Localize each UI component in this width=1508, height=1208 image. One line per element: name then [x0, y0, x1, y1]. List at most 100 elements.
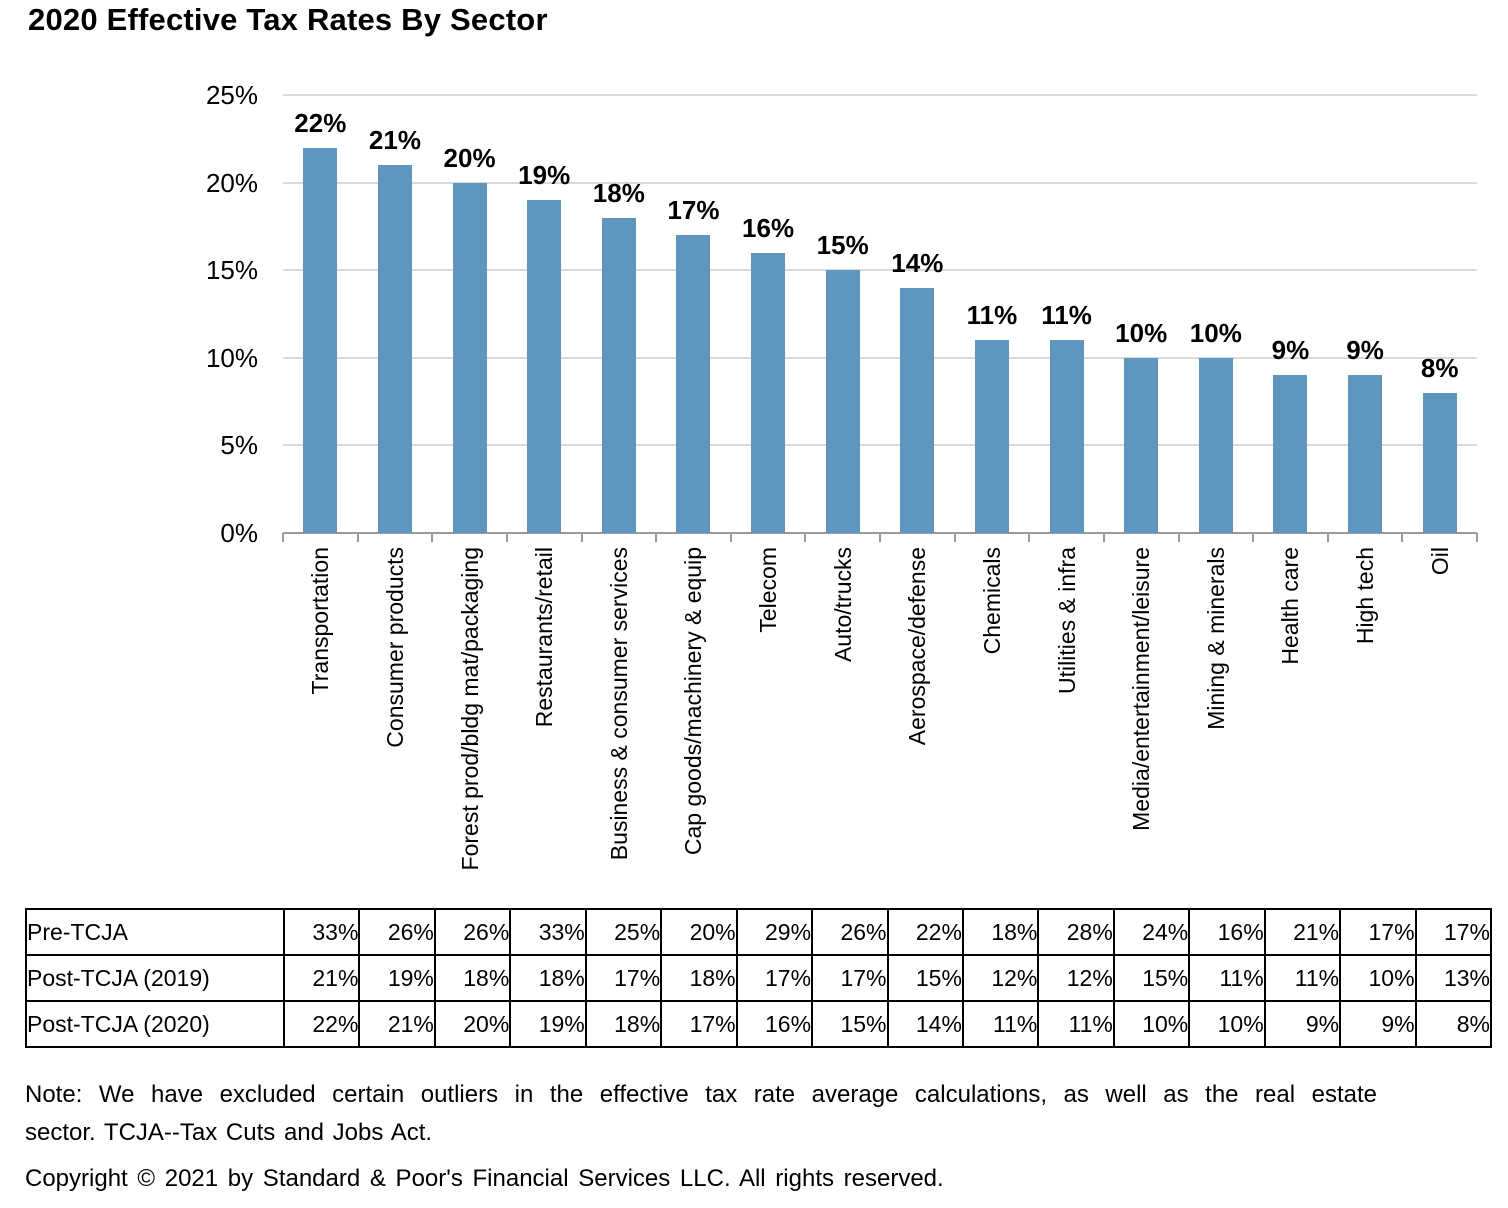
x-label-slot: Forest prod/bldg mat/packaging	[432, 547, 507, 899]
bar-transportation	[303, 147, 338, 533]
bar-telecom	[751, 252, 786, 533]
x-label-slot: Consumer products	[358, 547, 433, 899]
table-cell: 21%	[1263, 908, 1342, 956]
table-cell: 19%	[358, 954, 436, 1002]
x-axis-tick	[580, 533, 583, 542]
bar-data-label: 10%	[1115, 317, 1168, 348]
table-cell: 26%	[811, 908, 889, 956]
bar-slot: 11%	[1029, 95, 1104, 533]
bar-slot: 21%	[358, 95, 433, 533]
bar-slot: 10%	[1104, 95, 1179, 533]
x-axis-tick	[356, 533, 359, 542]
bar-consumer-products	[377, 165, 412, 533]
x-category-label: Mining & minerals	[1202, 547, 1229, 730]
x-category-label: Chemicals	[978, 547, 1005, 655]
x-axis-tick	[505, 533, 508, 542]
x-axis-tick	[282, 533, 284, 542]
plot-area: 22% 21% 20% 19% 18% 17% 16% 15% 14% 11% 11% 10% 10% 9…	[282, 94, 1478, 542]
table-cell: 17%	[811, 954, 889, 1002]
bar-aerospace-defense	[900, 287, 935, 533]
table-cell: 11%	[1037, 1000, 1115, 1048]
table-cell: 17%	[735, 954, 814, 1002]
bar-data-label: 22%	[294, 107, 347, 138]
table-cell: 15%	[1112, 954, 1191, 1002]
table-cell: 29%	[735, 908, 814, 956]
y-tick-label: 0%	[220, 518, 258, 548]
table-cell: 17%	[1414, 908, 1493, 956]
table-cell: 33%	[509, 908, 587, 956]
bar-slot: 9%	[1253, 95, 1328, 533]
x-label-slot: Oil	[1402, 547, 1477, 899]
table-cell: 11%	[1188, 954, 1266, 1002]
bar-slot: 9%	[1328, 95, 1403, 533]
table-cell: 11%	[1263, 954, 1342, 1002]
gridline-20	[283, 181, 1477, 184]
table-cell: 33%	[282, 908, 361, 956]
bar-data-label: 14%	[891, 247, 944, 278]
bar-slot: 22%	[283, 95, 358, 533]
table-cell: 12%	[961, 954, 1040, 1002]
bar-chemicals	[974, 340, 1009, 533]
x-axis-tick	[655, 533, 658, 542]
table-cell: 16%	[735, 1000, 814, 1048]
table-cell: 21%	[358, 1000, 436, 1048]
x-label-slot: High tech	[1328, 547, 1403, 899]
table-cell: 18%	[433, 954, 512, 1002]
gridline-15	[283, 269, 1477, 272]
bar-data-label: 19%	[518, 160, 571, 191]
x-label-slot: Telecom	[731, 547, 806, 899]
x-label-slot: Restaurants/retail	[507, 547, 582, 899]
table-cell: 19%	[509, 1000, 587, 1048]
bar-high-tech	[1348, 375, 1383, 533]
x-category-label: Utilities & infra	[1053, 547, 1080, 694]
x-label-slot: Business & consumer services	[582, 547, 657, 899]
table-cell: 18%	[660, 954, 738, 1002]
x-axis-tick	[729, 533, 732, 542]
bar-media-entertainment-leisure	[1124, 357, 1159, 533]
bar-cap-goods-machinery-equip	[676, 235, 711, 533]
table-cell: 18%	[584, 1000, 663, 1048]
bar-health-care	[1273, 375, 1308, 533]
x-axis-tick	[953, 533, 956, 542]
table-cell: 12%	[1037, 954, 1115, 1002]
x-category-label: High tech	[1352, 547, 1379, 645]
bar-utilities-infra	[1049, 340, 1084, 533]
table-cell: 16%	[1188, 908, 1266, 956]
table-cell: 21%	[282, 954, 361, 1002]
x-category-label: Restaurants/retail	[531, 547, 558, 728]
bar-data-label: 11%	[1041, 300, 1092, 331]
table-cell: 11%	[961, 1000, 1040, 1048]
x-label-slot: Media/entertainment/leisure	[1104, 547, 1179, 899]
table-row: Post-TCJA (2019) 21% 19% 18% 18% 17% 18% 17% 17%…	[25, 954, 1493, 1002]
y-tick-label: 15%	[205, 255, 258, 286]
table-row-label: Post-TCJA (2020)	[25, 1000, 285, 1048]
x-axis-tick	[431, 533, 434, 542]
y-tick-label: 10%	[205, 342, 258, 373]
y-tick-label: 5%	[220, 430, 258, 461]
bar-slot: 18%	[582, 95, 657, 533]
table-cell: 14%	[886, 1000, 964, 1048]
table-cell: 18%	[509, 954, 587, 1002]
table-cell: 22%	[282, 1000, 361, 1048]
x-category-label: Transportation	[307, 547, 334, 695]
x-label-slot: Utilities & infra	[1029, 547, 1104, 899]
bar-business-consumer-services	[601, 217, 636, 533]
table-cell: 26%	[433, 908, 512, 956]
table-cell: 28%	[1037, 908, 1115, 956]
table-cell: 10%	[1188, 1000, 1266, 1048]
x-label-slot: Cap goods/machinery & equip	[656, 547, 731, 899]
x-category-label: Consumer products	[381, 547, 408, 748]
x-axis-tick	[1028, 533, 1031, 542]
x-label-slot: Health care	[1253, 547, 1328, 899]
x-label-slot: Auto/trucks	[805, 547, 880, 899]
bar-data-label: 21%	[368, 125, 421, 156]
x-category-label: Cap goods/machinery & equip	[680, 547, 707, 856]
x-category-label: Auto/trucks	[829, 547, 856, 663]
x-axis-tick	[1476, 533, 1478, 542]
x-label-slot: Chemicals	[955, 547, 1030, 899]
table-row: Pre-TCJA 33% 26% 26% 33% 25% 20% 29% 26% 22% 18% 28…	[25, 908, 1493, 956]
bar-slot: 14%	[880, 95, 955, 533]
bar-auto-trucks	[825, 270, 860, 533]
table-cell: 26%	[358, 908, 436, 956]
